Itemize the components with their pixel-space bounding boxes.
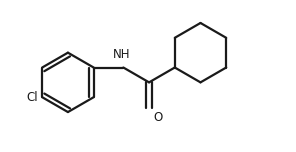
Text: Cl: Cl (26, 91, 38, 104)
Text: O: O (153, 111, 163, 124)
Text: NH: NH (112, 48, 130, 61)
